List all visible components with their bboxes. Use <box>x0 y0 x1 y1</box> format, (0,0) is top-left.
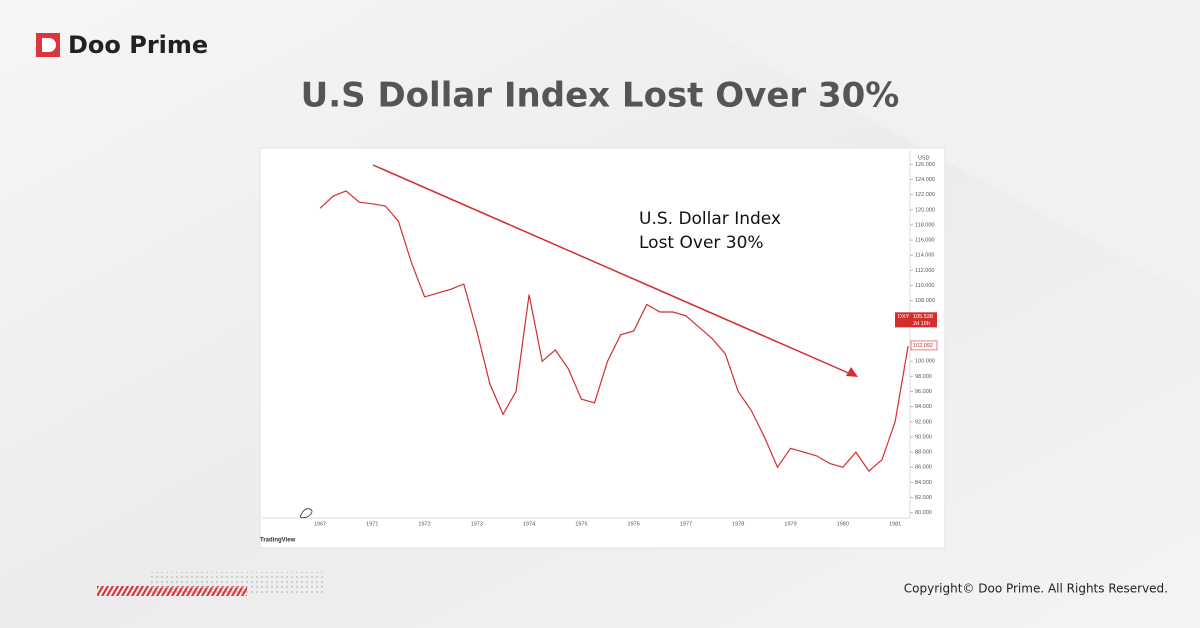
x-tick-label: 1977 <box>680 521 692 527</box>
x-tick-label: 1981 <box>889 521 901 527</box>
y-tick-label: 126.000 <box>915 162 935 168</box>
arrow-head <box>846 367 858 377</box>
price-line <box>319 190 909 472</box>
y-tick-label: 80.000 <box>915 510 932 516</box>
title: U.S Dollar Index Lost Over 30% <box>301 76 900 116</box>
source: TradingView <box>260 538 296 544</box>
x-tick-label: 1967 <box>314 521 326 527</box>
y-tick-label: 110.000 <box>915 283 934 289</box>
y-tick-label: 122.000 <box>915 192 935 198</box>
arrow-line <box>372 164 854 376</box>
logo-text: Doo Prime <box>68 31 208 59</box>
annotation-arrow <box>372 164 858 377</box>
y-tick-label: 100.000 <box>915 359 935 365</box>
y-tick-label: 112.000 <box>915 268 934 274</box>
y-tick-label: 108.000 <box>915 298 935 304</box>
y-tick-label: 88.000 <box>915 450 932 456</box>
last-price-symbol: DXY <box>898 314 910 320</box>
y-tick-label: 98.000 <box>915 374 932 380</box>
last-price-box <box>895 312 937 328</box>
y-tick-label: 114.000 <box>915 253 934 259</box>
last-price-countdown: 2d 16h <box>913 321 930 327</box>
x-tick-label: 1978 <box>732 521 744 527</box>
x-tick-label: 1979 <box>784 521 796 527</box>
x-tick-label: 1975 <box>575 521 587 527</box>
y-tick-label: 124.000 <box>915 177 935 183</box>
y-tick-label: 82.000 <box>915 495 932 501</box>
y-tick-label: 92.000 <box>915 419 932 425</box>
annotation-line: U.S. Dollar Index <box>639 209 781 229</box>
x-tick-label: 1973 <box>471 521 483 527</box>
x-tick-label: 1971 <box>366 521 378 527</box>
x-tick-label: 1976 <box>628 521 640 527</box>
x-tick-label: 1980 <box>837 521 849 527</box>
y-tick-label: 96.000 <box>915 389 932 395</box>
y-axis-unit: USD <box>918 155 930 161</box>
x-tick-label: 1974 <box>523 521 535 527</box>
y-tick-label: 120.000 <box>915 207 935 213</box>
y-tick-label: 86.000 <box>915 465 932 471</box>
annotation-line: Lost Over 30% <box>639 233 764 253</box>
y-tick-label: 90.000 <box>915 434 932 440</box>
logo-mark <box>42 38 56 52</box>
logo: Doo Prime <box>36 31 208 59</box>
y-tick-label: 116.000 <box>915 238 934 244</box>
y-tick-label: 94.000 <box>915 404 932 410</box>
last-price-label: 105.538 <box>913 314 933 320</box>
y-tick-label: 84.000 <box>915 480 932 486</box>
prev-close-box <box>910 340 938 351</box>
watermark-icon <box>299 508 313 519</box>
y-tick-label: 118.000 <box>915 222 934 228</box>
prev-close-label: 102.092 <box>913 343 933 349</box>
decor-dots <box>150 572 325 596</box>
x-tick-label: 1972 <box>418 521 430 527</box>
chart-panel <box>259 147 946 549</box>
copyright: Copyright© Doo Prime. All Rights Reserve… <box>904 582 1168 596</box>
